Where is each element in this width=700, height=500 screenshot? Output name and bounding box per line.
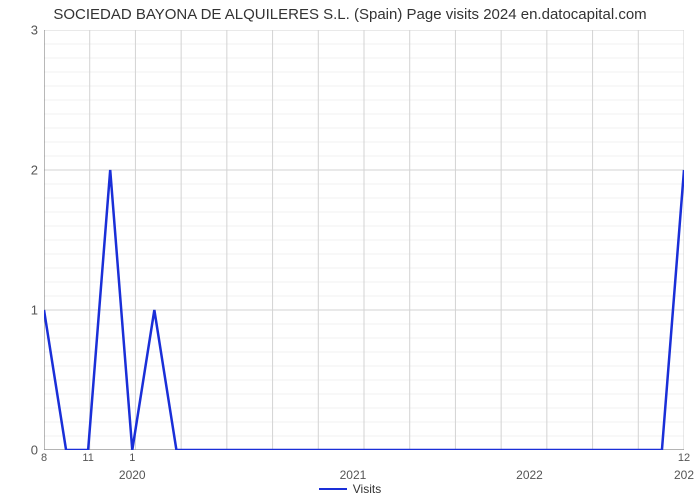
x-tick-label: 2021 xyxy=(340,468,367,482)
chart-container: SOCIEDAD BAYONA DE ALQUILERES S.L. (Spai… xyxy=(0,0,700,500)
legend: Visits xyxy=(0,482,700,496)
y-tick-label: 0 xyxy=(8,443,38,458)
legend-swatch xyxy=(319,488,347,490)
y-tick-label: 2 xyxy=(8,163,38,178)
x-subtick-label: 12 xyxy=(678,452,690,464)
x-tick-label: 202 xyxy=(674,468,694,482)
x-subtick-label: 1 xyxy=(129,452,135,464)
chart-title: SOCIEDAD BAYONA DE ALQUILERES S.L. (Spai… xyxy=(0,6,700,23)
x-subtick-label: 8 xyxy=(41,452,47,464)
chart-svg xyxy=(44,30,684,450)
x-tick-label: 2022 xyxy=(516,468,543,482)
y-tick-label: 1 xyxy=(8,303,38,318)
x-subtick-label: 11 xyxy=(82,452,93,464)
x-tick-label: 2020 xyxy=(119,468,146,482)
plot-area xyxy=(44,30,684,450)
y-tick-label: 3 xyxy=(8,23,38,38)
legend-label: Visits xyxy=(353,482,381,496)
